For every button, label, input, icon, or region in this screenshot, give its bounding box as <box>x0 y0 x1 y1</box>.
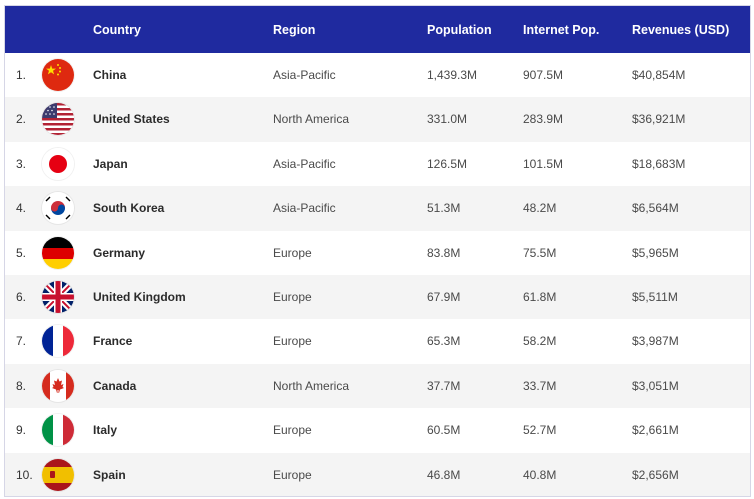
population: 65.3M <box>427 334 461 349</box>
population: 331.0M <box>427 112 468 127</box>
region: Asia-Pacific <box>273 201 336 216</box>
rank: 3. <box>16 156 27 171</box>
table-row[interactable]: 1. China Asia-Pacific 1,439.3M 907.5M $4… <box>5 53 750 97</box>
region: Europe <box>273 467 312 482</box>
revenue: $36,921M <box>632 112 686 127</box>
population: 37.7M <box>427 378 461 393</box>
internet-pop: 58.2M <box>523 334 557 349</box>
header-revenues[interactable]: Revenues (USD) <box>632 23 730 37</box>
region: Europe <box>273 245 312 260</box>
table-row[interactable]: 4. South Korea Asia-Pacific 51.3M 48.2M … <box>5 186 750 231</box>
internet-pop: 101.5M <box>523 156 564 171</box>
revenue: $2,661M <box>632 423 679 438</box>
population: 51.3M <box>427 201 461 216</box>
internet-pop: 907.5M <box>523 68 564 82</box>
internet-pop: 75.5M <box>523 245 557 260</box>
region: North America <box>273 112 350 127</box>
country-name: Canada <box>93 378 137 393</box>
table-row[interactable]: 10. Spain Europe 46.8M 40.8M $2,656M <box>5 452 750 496</box>
region: Asia-Pacific <box>273 156 336 171</box>
country-name: China <box>93 68 127 82</box>
region: Europe <box>273 334 312 349</box>
rank: 5. <box>16 245 27 260</box>
rank: 2. <box>16 112 27 127</box>
header-region[interactable]: Region <box>273 23 316 37</box>
rank: 9. <box>16 423 27 438</box>
header-country[interactable]: Country <box>93 23 141 37</box>
france-flag-icon <box>42 325 74 358</box>
table-row[interactable]: 3. Japan Asia-Pacific 126.5M 101.5M $18,… <box>5 142 750 186</box>
revenue: $6,564M <box>632 201 679 216</box>
spain-flag-icon <box>42 458 74 491</box>
table-row[interactable]: 2. United States North America 331.0M 28… <box>5 97 750 142</box>
uk-flag-icon <box>42 280 74 313</box>
table-row[interactable]: 7. France Europe 65.3M 58.2M $3,987M <box>5 319 750 363</box>
country-name: France <box>93 334 133 349</box>
region: Europe <box>273 423 312 438</box>
internet-pop: 61.8M <box>523 289 557 304</box>
rank: 4. <box>16 201 27 216</box>
revenue: $3,987M <box>632 334 679 349</box>
region: Europe <box>273 289 312 304</box>
internet-pop: 40.8M <box>523 467 557 482</box>
table-row[interactable]: 5. Germany Europe 83.8M 75.5M $5,965M <box>5 231 750 275</box>
country-name: Spain <box>93 467 126 482</box>
region: Asia-Pacific <box>273 68 336 82</box>
country-name: Japan <box>93 156 128 171</box>
table-row[interactable]: 9. Italy Europe 60.5M 52.7M $2,661M <box>5 408 750 452</box>
internet-pop: 48.2M <box>523 201 557 216</box>
header-population[interactable]: Population <box>427 23 492 37</box>
population: 1,439.3M <box>427 68 478 82</box>
south-korea-flag-icon <box>42 192 74 225</box>
revenue: $3,051M <box>632 378 679 393</box>
revenue: $40,854M <box>632 68 686 82</box>
population: 67.9M <box>427 289 461 304</box>
table-row[interactable]: 8. Canada North America 37.7M 33.7M $3,0… <box>5 363 750 409</box>
population: 83.8M <box>427 245 461 260</box>
usa-flag-icon <box>42 103 74 136</box>
germany-flag-icon <box>42 236 74 269</box>
revenue: $5,511M <box>632 289 678 304</box>
region: North America <box>273 378 350 393</box>
rank: 10. <box>16 467 33 482</box>
country-name: Italy <box>93 423 118 438</box>
canada-flag-icon <box>42 369 74 402</box>
table-header: Country Region Population Internet Pop. … <box>5 6 750 53</box>
rank: 6. <box>16 289 27 304</box>
country-name: South Korea <box>93 201 165 216</box>
internet-pop: 52.7M <box>523 423 557 438</box>
revenue: $18,683M <box>632 156 686 171</box>
italy-flag-icon <box>42 414 74 447</box>
population: 126.5M <box>427 156 468 171</box>
population: 60.5M <box>427 423 461 438</box>
country-name: United Kingdom <box>93 289 186 304</box>
china-flag-icon <box>42 59 74 91</box>
country-name: United States <box>93 112 170 127</box>
japan-flag-icon <box>42 147 74 180</box>
country-name: Germany <box>93 245 146 260</box>
country-table: Country Region Population Internet Pop. … <box>4 5 751 497</box>
revenue: $2,656M <box>632 467 679 482</box>
rank: 8. <box>16 378 27 393</box>
rank: 7. <box>16 334 27 349</box>
revenue: $5,965M <box>632 245 679 260</box>
table-row[interactable]: 6. United Kingdom Europe 67.9M 61.8M $5,… <box>5 274 750 320</box>
header-internet-pop[interactable]: Internet Pop. <box>523 23 600 37</box>
internet-pop: 283.9M <box>523 112 564 127</box>
internet-pop: 33.7M <box>523 378 557 393</box>
population: 46.8M <box>427 467 461 482</box>
rank: 1. <box>16 68 27 82</box>
